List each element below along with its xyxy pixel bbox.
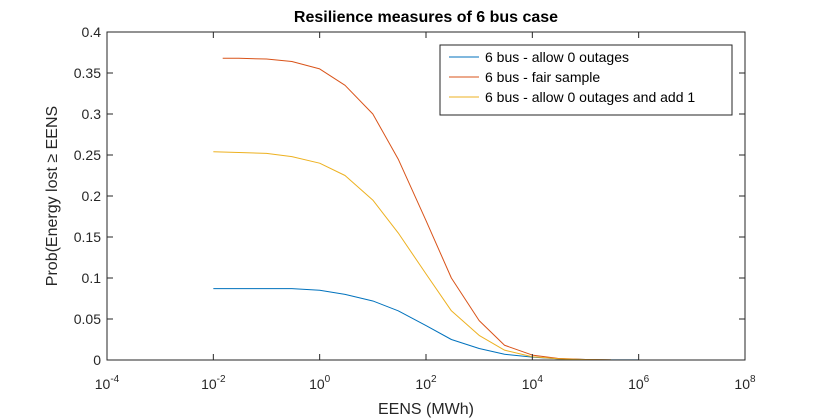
x-tick-label: 106: [628, 374, 650, 392]
y-axis-title: Prob(Energy lost ≥ EENS: [44, 106, 61, 286]
series-line-3: [213, 151, 611, 361]
series-layer: [213, 57, 639, 361]
y-tick-label: 0.35: [74, 65, 101, 81]
y-tick-label: 0.3: [82, 106, 102, 122]
legend-label-1: 6 bus - allow 0 outages: [485, 49, 629, 65]
x-tick-label: 10-4: [95, 374, 120, 392]
y-tick-label: 0.2: [82, 188, 102, 204]
x-tick-label: 10-2: [201, 374, 226, 392]
x-tick-label: 108: [734, 374, 756, 392]
y-tick-label: 0.25: [74, 147, 101, 163]
legend: 6 bus - allow 0 outages 6 bus - fair samp…: [439, 44, 733, 116]
plot-frame: [106, 31, 746, 361]
x-tick-label: 104: [522, 374, 544, 392]
y-tick-label: 0.4: [82, 24, 102, 40]
ticks-layer: 0 0.05 0.1 0.15 0.2 0.25 0.3 0.35 0.4 10-4 10-2 100…: [74, 24, 756, 392]
x-axis-title: EENS (MWh): [378, 401, 474, 418]
legend-label-2: 6 bus - fair sample: [485, 69, 600, 85]
series-line-2: [222, 57, 611, 361]
x-tick-label: 100: [309, 374, 331, 392]
y-tick-label: 0.1: [82, 270, 102, 286]
y-tick-label: 0: [93, 352, 101, 368]
y-tick-label: 0.15: [74, 229, 101, 245]
chart-title: Resilience measures of 6 bus case: [294, 9, 558, 26]
x-tick-label: 102: [415, 374, 437, 392]
legend-label-3: 6 bus - allow 0 outages and add 1: [485, 89, 695, 105]
legend-box: [439, 44, 733, 116]
y-tick-label: 0.05: [74, 311, 101, 327]
